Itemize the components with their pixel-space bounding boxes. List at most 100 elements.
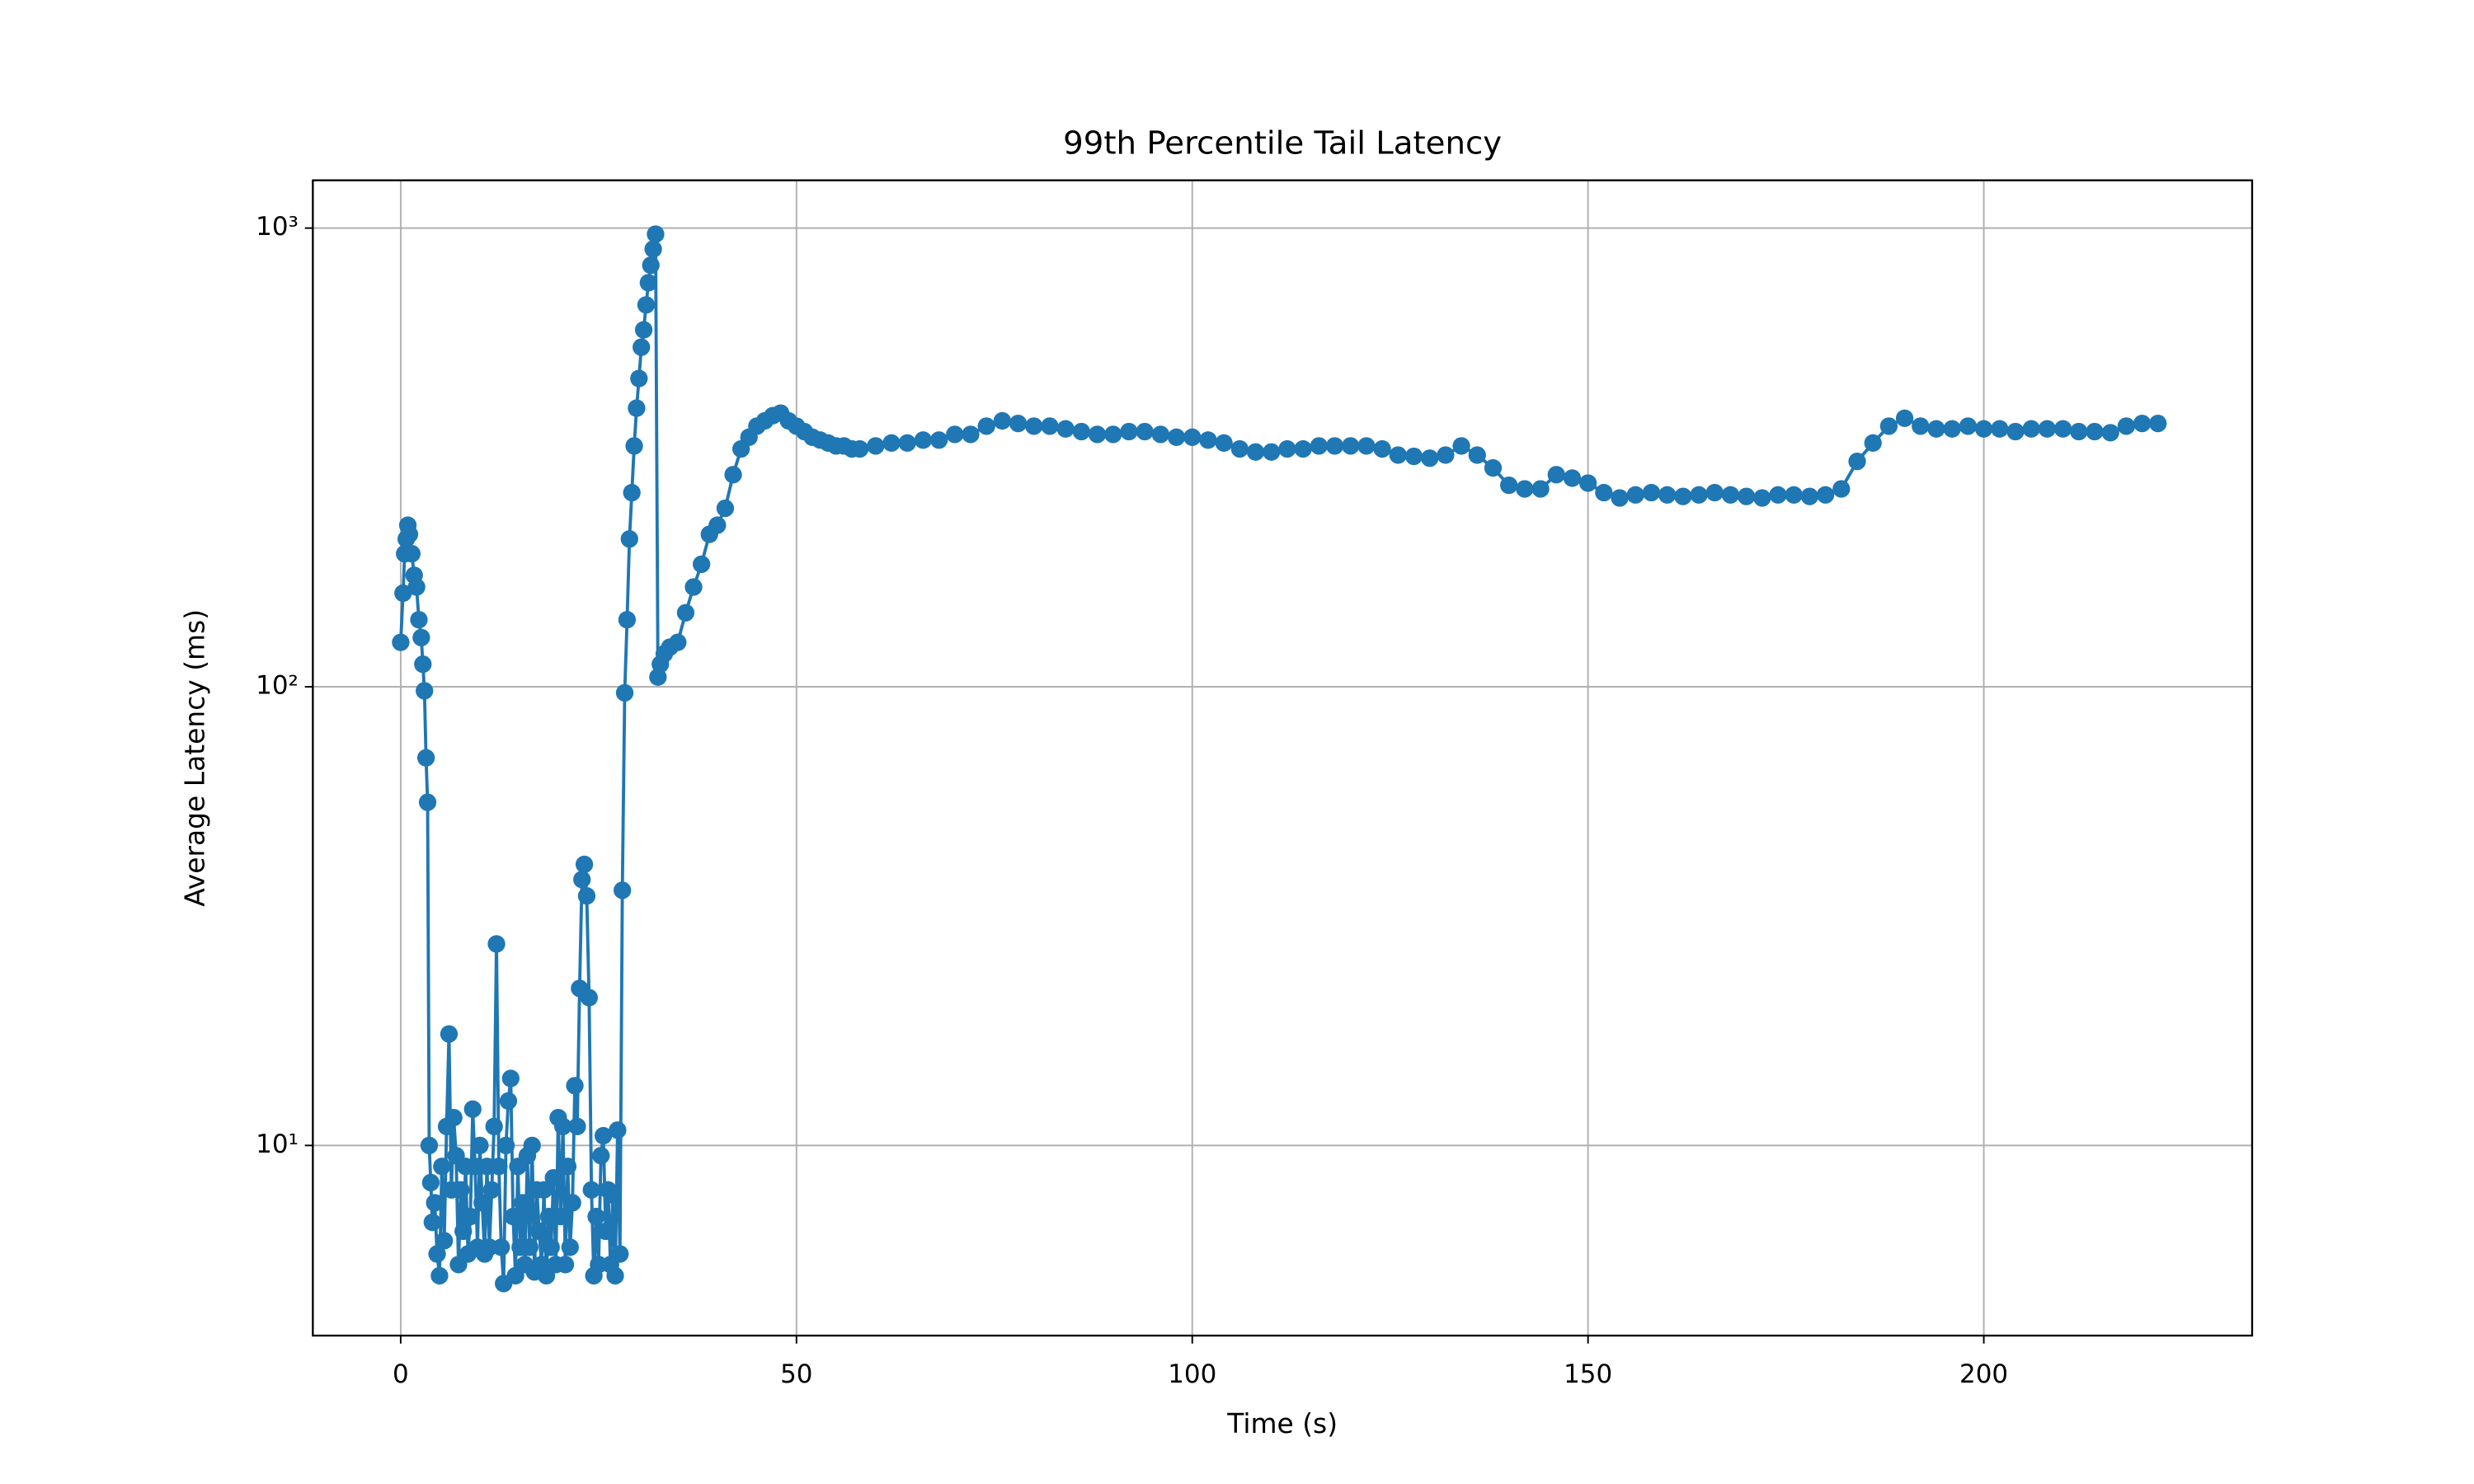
data-point	[1642, 483, 1661, 502]
data-point	[552, 1207, 570, 1226]
data-point	[1357, 437, 1376, 455]
data-point	[630, 369, 648, 387]
data-point	[625, 437, 643, 455]
data-point	[1373, 439, 1391, 458]
data-point	[1230, 439, 1249, 458]
data-point	[644, 240, 662, 258]
data-point	[1785, 486, 1803, 504]
data-point	[946, 425, 964, 444]
data-point	[1832, 480, 1851, 498]
data-point	[463, 1100, 482, 1118]
data-point	[2086, 422, 2104, 441]
data-point	[496, 1136, 515, 1155]
data-point	[642, 256, 660, 275]
data-point	[1547, 466, 1565, 484]
data-point	[473, 1194, 492, 1212]
data-point	[407, 578, 426, 596]
data-point	[514, 1194, 532, 1212]
data-point	[1690, 486, 1708, 504]
data-point	[1009, 414, 1028, 433]
data-point	[676, 603, 695, 622]
data-point	[1294, 439, 1312, 458]
data-point	[628, 399, 646, 417]
data-point	[412, 628, 430, 647]
data-point	[2022, 420, 2040, 438]
data-point	[2006, 422, 2025, 441]
data-point	[542, 1238, 560, 1256]
data-point	[485, 1117, 503, 1135]
data-point	[523, 1136, 541, 1155]
data-point	[1342, 437, 1360, 455]
data-point	[1912, 417, 1930, 435]
data-point	[604, 1186, 622, 1205]
data-point	[461, 1207, 480, 1226]
data-point	[634, 321, 653, 339]
y-axis-label: Average Latency (ms)	[179, 609, 211, 907]
data-point	[2133, 414, 2152, 433]
data-point	[394, 584, 412, 603]
data-point	[561, 1238, 579, 1256]
y-tick-label: 10²	[256, 671, 299, 701]
data-point	[1437, 446, 1455, 464]
data-point	[1404, 447, 1423, 466]
data-point	[637, 296, 656, 314]
data-point	[1579, 474, 1597, 492]
data-point	[2038, 420, 2057, 438]
data-point	[563, 1194, 581, 1212]
data-point	[430, 1266, 449, 1285]
data-point	[575, 855, 594, 874]
data-point	[669, 633, 687, 651]
data-point	[520, 1238, 539, 1256]
data-point	[850, 439, 869, 458]
data-point	[433, 1158, 451, 1176]
data-point	[499, 1092, 518, 1111]
data-point	[554, 1117, 572, 1135]
data-point	[1753, 489, 1771, 507]
x-tick-label: 50	[780, 1360, 812, 1389]
data-point	[639, 274, 657, 292]
data-point	[490, 1158, 508, 1176]
data-point	[577, 887, 596, 905]
data-point	[1263, 443, 1281, 461]
x-tick-label: 0	[393, 1360, 409, 1389]
data-point	[1025, 417, 1043, 435]
data-point	[1215, 434, 1233, 452]
data-point	[1626, 486, 1644, 504]
data-point	[471, 1136, 489, 1155]
data-point	[1167, 428, 1186, 446]
data-point	[1120, 422, 1138, 441]
data-point	[647, 225, 665, 243]
data-point	[594, 1126, 613, 1145]
data-point	[993, 411, 1012, 430]
data-point	[1879, 417, 1898, 435]
x-tick-label: 200	[1959, 1360, 2008, 1389]
data-point	[1848, 452, 1866, 471]
data-point	[582, 1181, 600, 1199]
data-point	[1895, 409, 1914, 427]
y-tick-label: 10³	[256, 212, 299, 242]
data-point	[1658, 486, 1677, 504]
data-point	[1246, 443, 1265, 461]
data-point	[684, 578, 703, 596]
data-point	[420, 1136, 439, 1155]
data-point	[1943, 420, 1961, 438]
data-point	[402, 545, 421, 563]
data-point	[556, 1256, 575, 1274]
data-point	[544, 1168, 562, 1187]
data-point	[615, 683, 634, 702]
data-point	[618, 611, 637, 629]
data-point	[416, 682, 434, 700]
data-point	[1183, 428, 1202, 446]
data-point	[596, 1222, 615, 1241]
data-point	[1611, 489, 1629, 507]
data-point	[609, 1121, 627, 1139]
data-point	[1595, 483, 1613, 502]
data-point	[1531, 480, 1550, 498]
data-point	[606, 1266, 624, 1285]
data-point	[587, 1207, 605, 1226]
data-point	[977, 417, 995, 435]
data-point	[487, 935, 506, 953]
data-point	[1136, 422, 1154, 441]
data-point	[1310, 437, 1328, 455]
